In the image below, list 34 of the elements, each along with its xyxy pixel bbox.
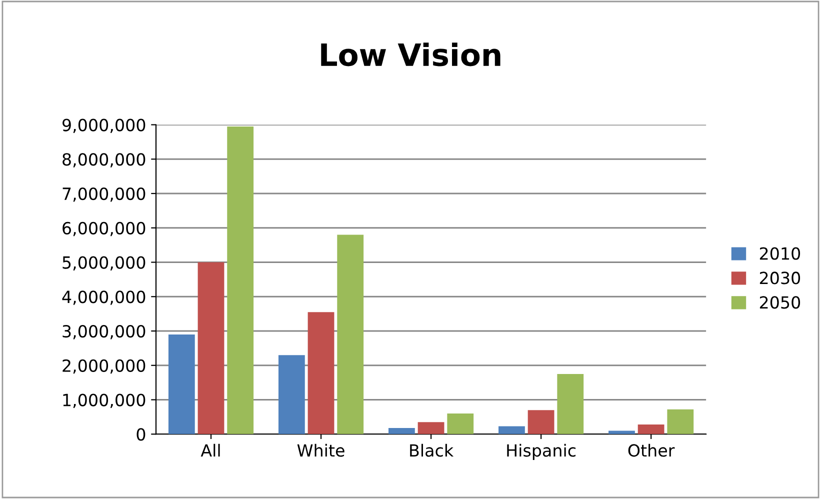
legend-label: 2010 xyxy=(760,247,800,260)
y-tick-label: 9,000,000 xyxy=(62,118,146,134)
bar xyxy=(557,374,584,434)
bar xyxy=(308,312,334,434)
bar xyxy=(638,424,664,434)
bar xyxy=(528,410,554,434)
bar xyxy=(198,262,224,434)
bar xyxy=(168,334,195,434)
y-tick-label: 0 xyxy=(136,428,146,441)
bar xyxy=(608,430,635,434)
bar xyxy=(227,126,254,434)
y-tick-label: 1,000,000 xyxy=(63,394,146,408)
y-tick-label: 2,000,000 xyxy=(62,359,146,374)
bar xyxy=(278,355,305,434)
y-tick-label: 3,000,000 xyxy=(62,324,146,340)
bar xyxy=(337,234,364,434)
x-tick-label: Hispanic xyxy=(507,444,576,460)
bar xyxy=(667,409,694,434)
bar xyxy=(388,428,415,434)
bar xyxy=(447,414,474,434)
y-tick-label: 8,000,000 xyxy=(62,153,146,168)
bar xyxy=(498,426,525,434)
y-tick-label: 6,000,000 xyxy=(62,222,146,236)
legend-label: 2030 xyxy=(760,272,800,284)
y-tick-label: 4,000,000 xyxy=(62,290,146,305)
y-tick-label: 7,000,000 xyxy=(62,187,146,202)
x-tick-label: Other xyxy=(628,444,675,457)
x-tick-label: White xyxy=(297,444,344,457)
x-tick-label: Black xyxy=(410,444,454,457)
legend-label: 2050 xyxy=(760,296,800,309)
bar xyxy=(418,422,444,434)
y-tick-label: 5,000,000 xyxy=(62,256,146,271)
x-tick-label: All xyxy=(200,444,220,457)
chart-title: Low Vision xyxy=(321,42,500,66)
